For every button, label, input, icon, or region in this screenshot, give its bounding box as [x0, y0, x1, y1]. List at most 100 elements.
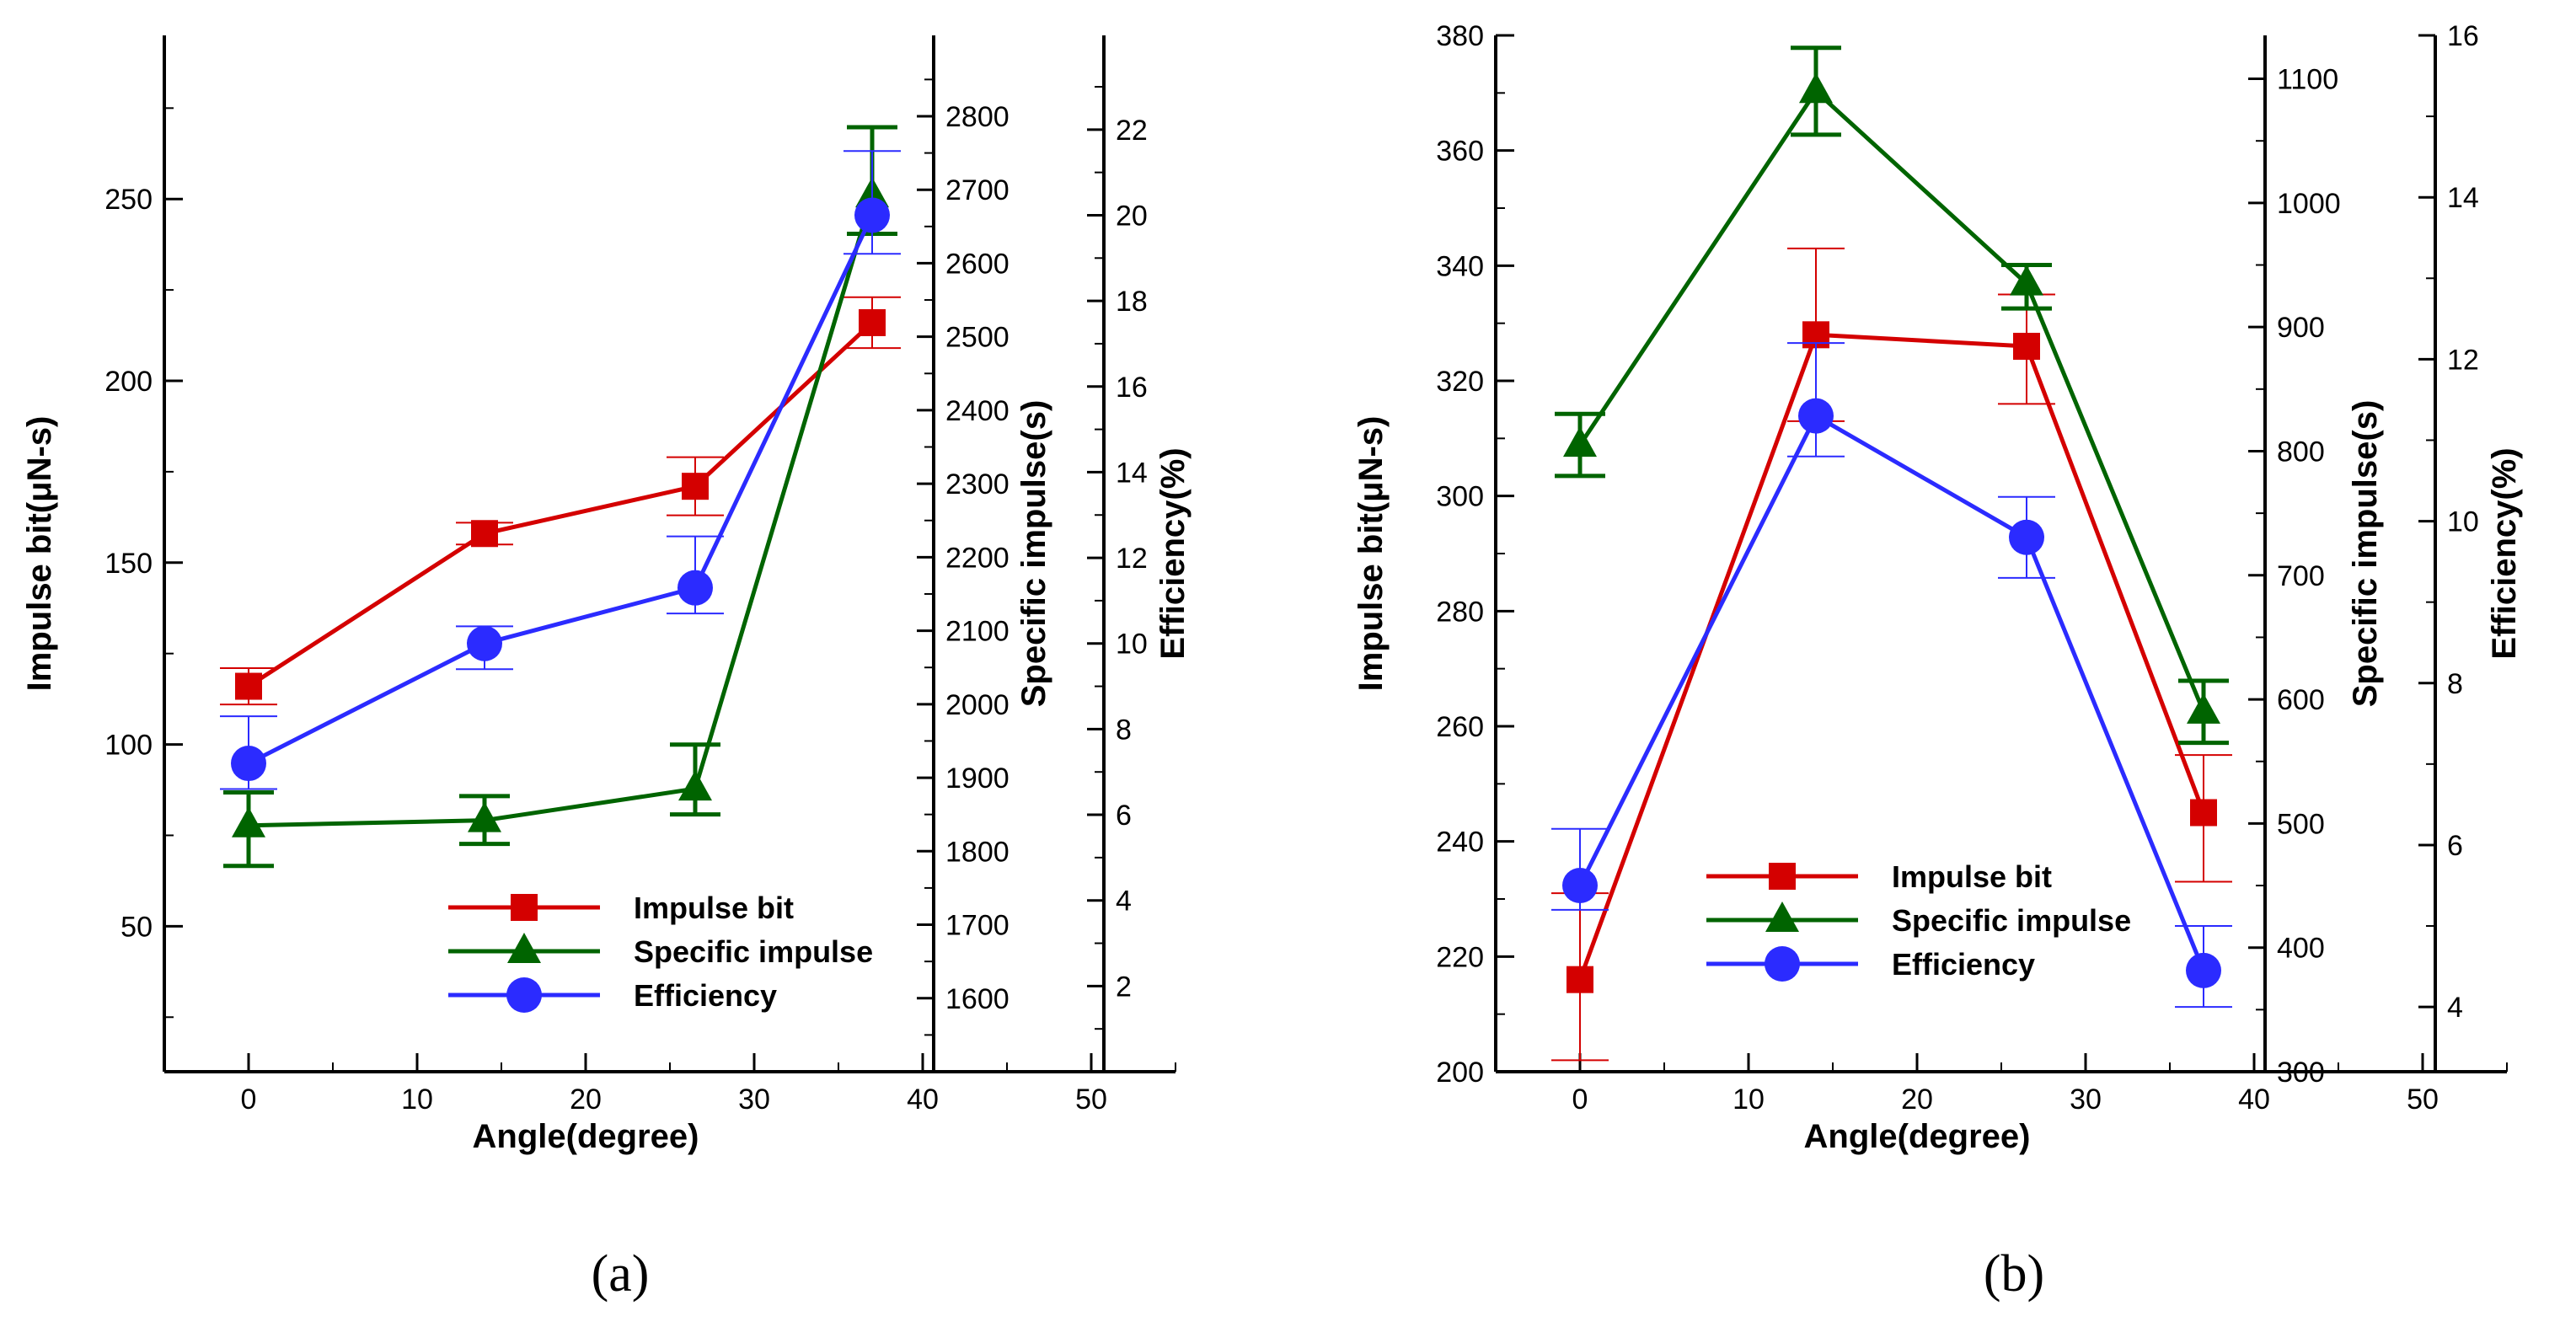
panel-b-caption: (b): [1984, 1245, 2044, 1303]
legend-label: Efficiency: [1892, 947, 2035, 982]
circle-marker: [2186, 952, 2221, 988]
y2-tick-label: 500: [2277, 808, 2325, 840]
y-tick-label: 260: [1436, 711, 1484, 743]
y-tick-label: 100: [104, 730, 153, 762]
y2-tick-label: 700: [2277, 560, 2325, 592]
y2-tick-label: 2000: [945, 689, 1010, 721]
y-tick-label: 250: [104, 184, 153, 216]
y2-tick-label: 10: [2447, 506, 2479, 538]
y2-tick-label: 1100: [2277, 64, 2338, 96]
y2-tick-label: 1600: [945, 983, 1010, 1015]
x-tick-label: 40: [907, 1084, 939, 1116]
x-tick-label: 30: [738, 1084, 770, 1116]
triangle-marker: [2187, 693, 2220, 724]
y2-tick-label: 2800: [945, 101, 1010, 133]
series-efficiency: [220, 150, 901, 790]
y-axis-title-1: Specific impulse(s): [2347, 400, 2384, 708]
y-tick-label: 150: [104, 548, 153, 580]
circle-marker: [854, 197, 890, 233]
y2-tick-label: 800: [2277, 436, 2325, 468]
legend: Impulse bit Specific impulse Efficiency: [448, 891, 873, 1013]
x-axis-title: Angle(degree): [1804, 1118, 2031, 1155]
y-tick-label: 360: [1436, 136, 1484, 168]
panel-a-chart: 0 10 20 30 40 50 Angle(degree) 50 100 150 200 250 Im…: [21, 35, 1192, 1155]
triangle-marker: [232, 806, 265, 837]
series-specific-impulse: [1555, 45, 2229, 746]
x-tick-label: 50: [2407, 1084, 2439, 1116]
y-axis-title-0: Impulse bit(μN-s): [1352, 416, 1390, 692]
square-marker: [859, 308, 886, 336]
y-tick-label: 50: [120, 911, 153, 943]
x-tick-label: 0: [1572, 1084, 1588, 1116]
y2-tick-label: 2600: [945, 248, 1010, 280]
x-tick-label: 10: [401, 1084, 433, 1116]
y-tick-label: 380: [1436, 20, 1484, 52]
square-marker: [471, 520, 498, 548]
panel-b-chart: 0 10 20 30 40 50 Angle(degree) 200 220 240 260 280 3…: [1352, 20, 2523, 1155]
circle-marker: [1562, 867, 1598, 903]
y2-tick-label: 8: [2447, 668, 2463, 700]
triangle-marker: [2010, 265, 2043, 296]
circle-marker: [506, 977, 542, 1013]
y-axis-title-1: Specific impulse(s): [1015, 400, 1052, 708]
y-tick-label: 320: [1436, 366, 1484, 398]
circle-marker: [677, 570, 713, 606]
y2-tick-label: 6: [2447, 830, 2463, 862]
square-marker: [511, 894, 538, 921]
y2-tick-label: 18: [1116, 286, 1148, 318]
y-axis-title-2: Efficiency(%): [1154, 447, 1192, 659]
x-tick-label: 20: [1901, 1084, 1933, 1116]
circle-marker: [231, 746, 266, 782]
x-axis-title: Angle(degree): [473, 1118, 699, 1155]
series-line: [248, 195, 875, 828]
y2-tick-label: 1900: [945, 762, 1010, 795]
y2-tick-label: 2300: [945, 468, 1010, 500]
y2-tick-label: 1800: [945, 836, 1010, 868]
x-tick-label: 20: [570, 1084, 602, 1116]
y2-tick-label: 14: [2447, 182, 2479, 214]
series-specific-impulse: [223, 125, 897, 869]
y2-tick-label: 2500: [945, 322, 1010, 354]
y2-tick-label: 1700: [945, 910, 1010, 942]
circle-marker: [1798, 398, 1834, 434]
triangle-marker: [468, 801, 501, 832]
y2-tick-label: 2400: [945, 395, 1010, 427]
legend-label: Specific impulse: [634, 934, 873, 969]
y2-tick-label: 4: [2447, 992, 2463, 1024]
circle-marker: [1765, 946, 1800, 982]
y2-tick-label: 2200: [945, 542, 1010, 574]
square-marker: [1566, 966, 1593, 993]
y-tick-label: 280: [1436, 596, 1484, 628]
y2-tick-label: 2700: [945, 174, 1010, 206]
y-tick-label: 240: [1436, 827, 1484, 859]
y2-tick-label: 2: [1116, 971, 1132, 1003]
legend: Impulse bit Specific impulse Efficiency: [1706, 859, 2131, 982]
x-tick-label: 40: [2238, 1084, 2270, 1116]
square-marker: [2190, 799, 2217, 827]
circle-marker: [2009, 519, 2044, 555]
y2-tick-label: 16: [1116, 372, 1148, 404]
square-marker: [235, 672, 262, 700]
triangle-marker: [1799, 72, 1833, 104]
y-tick-label: 220: [1436, 941, 1484, 973]
y-tick-label: 200: [104, 366, 153, 398]
series-line: [1577, 413, 2206, 971]
square-marker: [2013, 333, 2040, 360]
x-tick-label: 50: [1075, 1084, 1107, 1116]
x-tick-label: 0: [241, 1084, 257, 1116]
square-marker: [682, 473, 709, 500]
series-efficiency: [1551, 342, 2232, 1009]
y2-tick-label: 4: [1116, 886, 1132, 918]
series-line: [247, 214, 875, 766]
y-axis-title-0: Impulse bit(μN-s): [21, 416, 58, 692]
y2-tick-label: 600: [2277, 684, 2325, 716]
y-tick-label: 340: [1436, 250, 1484, 282]
series-line: [1577, 332, 2206, 981]
triangle-marker: [507, 933, 541, 963]
square-marker: [1769, 863, 1796, 890]
y2-tick-label: 16: [2447, 20, 2479, 52]
y2-tick-label: 10: [1116, 629, 1148, 661]
y2-tick-label: 20: [1116, 200, 1148, 232]
series-line: [1577, 88, 2206, 713]
